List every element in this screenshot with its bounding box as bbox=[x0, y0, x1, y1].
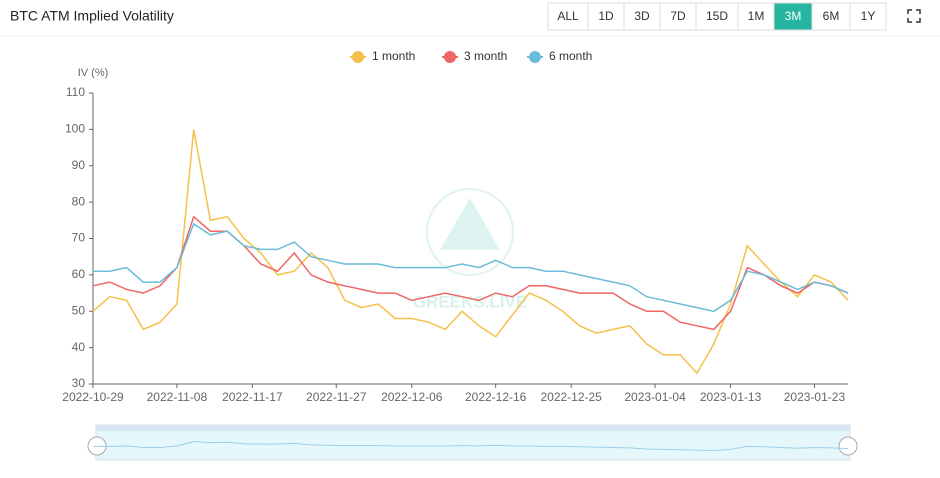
range-button-label[interactable]: ALL bbox=[557, 9, 579, 23]
y-tick-label: 40 bbox=[72, 340, 86, 354]
range-button[interactable] bbox=[811, 2, 851, 31]
title: BTC ATM Implied Volatility bbox=[10, 8, 174, 24]
x-tick-label: 2022-12-16 bbox=[465, 390, 527, 404]
range-button-label[interactable]: 1D bbox=[598, 9, 614, 23]
zoom-bar[interactable] bbox=[96, 425, 850, 431]
range-button[interactable] bbox=[695, 2, 739, 31]
y-tick-label: 60 bbox=[72, 267, 86, 281]
x-tick-label: 2022-11-08 bbox=[147, 390, 208, 404]
fullscreen-icon[interactable] bbox=[907, 9, 921, 23]
range-button-label[interactable]: 3M bbox=[785, 9, 802, 23]
range-button[interactable] bbox=[587, 2, 625, 31]
x-tick-label: 2022-10-29 bbox=[62, 390, 124, 404]
watermark: GREEKS.LIVE bbox=[413, 292, 527, 311]
zoom-preview-line bbox=[93, 440, 849, 452]
watermark-logo bbox=[426, 188, 514, 276]
y-tick-label: 110 bbox=[66, 85, 85, 99]
y-tick-label: 80 bbox=[72, 194, 86, 208]
y-tick-label: 70 bbox=[72, 231, 86, 245]
series-line bbox=[93, 222, 849, 313]
range-button[interactable] bbox=[773, 2, 813, 31]
y-tick-label: 100 bbox=[65, 122, 85, 136]
range-button[interactable] bbox=[849, 2, 887, 31]
x-tick-label: 2022-12-25 bbox=[540, 390, 602, 404]
x-tick-label: 2022-12-06 bbox=[381, 390, 443, 404]
range-button-label[interactable]: 1M bbox=[748, 9, 765, 23]
y-tick-label: 30 bbox=[72, 376, 86, 390]
x-tick-label: 2022-11-17 bbox=[222, 390, 283, 404]
x-tick-label: 2023-01-13 bbox=[700, 390, 762, 404]
legend-label[interactable]: 3 month bbox=[464, 49, 507, 63]
range-button[interactable] bbox=[659, 2, 697, 31]
legend-label[interactable]: 1 month bbox=[372, 49, 415, 63]
series-line bbox=[92, 215, 849, 331]
range-button-label[interactable]: 7D bbox=[670, 9, 686, 23]
range-button-label[interactable]: 3D bbox=[634, 9, 650, 23]
range-button-label[interactable]: 15D bbox=[706, 9, 728, 23]
range-button-label[interactable]: 1Y bbox=[861, 9, 876, 23]
x-tick-label: 2023-01-23 bbox=[784, 390, 846, 404]
zoom-handle[interactable] bbox=[838, 436, 858, 456]
series-line bbox=[92, 129, 849, 375]
x-tick-label: 2023-01-04 bbox=[624, 390, 686, 404]
legend-label[interactable]: 6 month bbox=[549, 49, 592, 63]
y-tick-label: 90 bbox=[72, 158, 86, 172]
range-button-label[interactable]: 6M bbox=[823, 9, 840, 23]
y-axis-label: IV (%) bbox=[78, 67, 109, 79]
y-tick-label: 50 bbox=[72, 303, 86, 317]
range-button[interactable] bbox=[547, 2, 589, 31]
x-tick-label: 2022-11-27 bbox=[306, 390, 367, 404]
range-button[interactable] bbox=[737, 2, 775, 31]
